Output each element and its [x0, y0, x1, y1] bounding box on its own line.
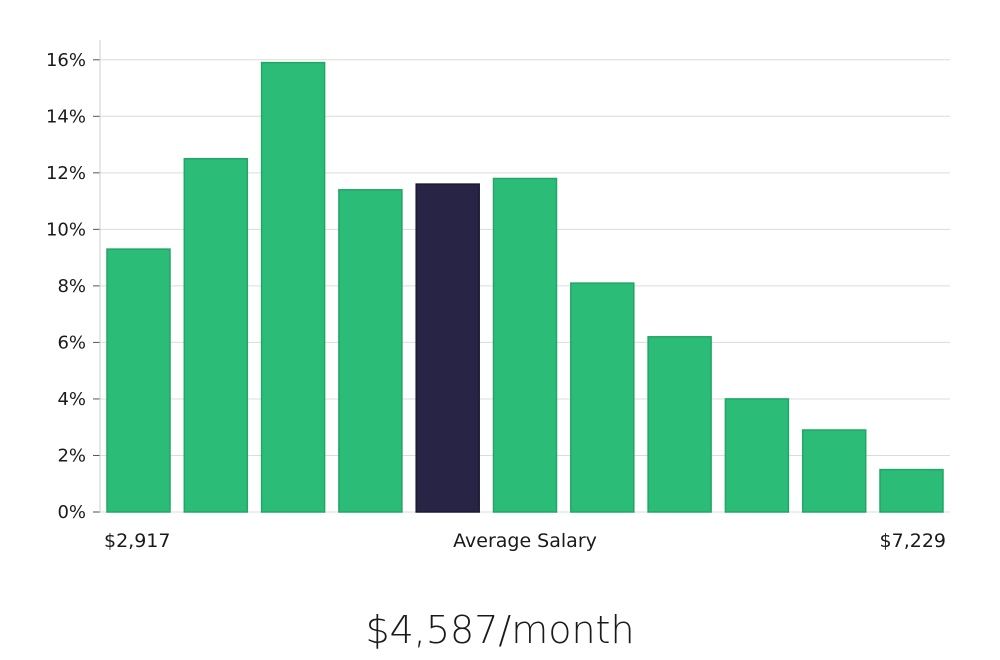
average-salary-value: $4,587/month — [365, 608, 635, 652]
bar — [801, 429, 867, 513]
bar — [724, 398, 790, 513]
y-axis-ticks: 0% 2% 4% 6% 8% 10% 12% 14% 16% — [46, 50, 100, 523]
bar — [106, 248, 171, 513]
y-tick-label: 10% — [46, 219, 86, 240]
bar — [338, 189, 403, 513]
y-tick-label: 6% — [57, 332, 86, 353]
x-label-max: $7,229 — [880, 530, 946, 552]
y-tick-label: 14% — [46, 106, 86, 127]
bar — [183, 157, 249, 513]
bar — [260, 61, 326, 513]
bars — [106, 61, 944, 513]
x-label-average-salary: Average Salary — [453, 530, 597, 552]
bar — [570, 282, 635, 513]
y-tick-label: 2% — [57, 445, 86, 466]
bar — [879, 468, 944, 513]
salary-histogram: 0% 2% 4% 6% 8% 10% 12% 14% 16% $2,917 Average Sa… — [46, 40, 950, 552]
bar-average-salary — [415, 183, 480, 513]
bar — [492, 177, 558, 513]
y-tick-label: 8% — [57, 276, 86, 297]
y-tick-label: 0% — [57, 502, 86, 523]
y-tick-label: 16% — [46, 50, 86, 71]
y-tick-label: 4% — [57, 389, 86, 410]
bar — [647, 336, 712, 513]
y-tick-label: 12% — [46, 163, 86, 184]
x-label-min: $2,917 — [104, 530, 170, 552]
